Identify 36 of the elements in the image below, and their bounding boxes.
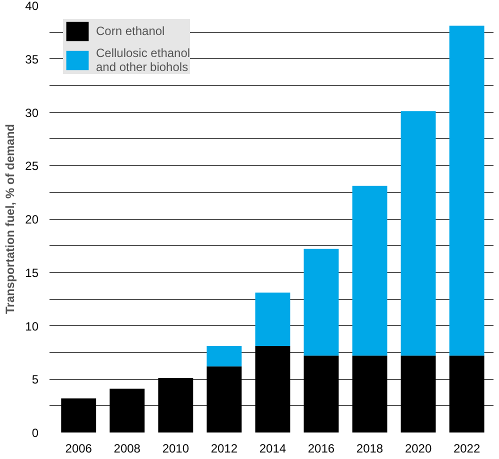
bar xyxy=(352,186,388,356)
bar xyxy=(110,388,145,432)
legend-label: Corn ethanol xyxy=(96,24,165,38)
bar xyxy=(206,366,242,432)
x-tick-label: 2018 xyxy=(356,442,384,456)
y-tick-label: 30 xyxy=(25,106,39,120)
bar xyxy=(304,356,339,432)
y-tick-label: 35 xyxy=(25,52,39,66)
y-tick-label: 20 xyxy=(25,212,39,226)
y-axis-title: Transportation fuel, % of demand xyxy=(3,124,18,314)
bar xyxy=(449,26,484,356)
x-tick-label: 2020 xyxy=(404,442,432,456)
bar xyxy=(255,292,290,346)
x-tick-label: 2006 xyxy=(65,442,92,456)
y-tick-label: 15 xyxy=(25,266,39,280)
x-tick-label: 2016 xyxy=(308,442,335,456)
bar xyxy=(255,346,290,432)
x-tick-label: 2010 xyxy=(162,442,190,456)
x-tick-label: 2022 xyxy=(453,442,480,456)
bar xyxy=(400,111,436,356)
y-tick-label: 10 xyxy=(25,319,39,334)
x-tick-label: 2008 xyxy=(114,442,141,456)
y-tick-label: 40 xyxy=(25,0,39,13)
x-tick-label: 2014 xyxy=(259,442,286,456)
legend-label: Cellulosic ethanol and other biohols xyxy=(96,46,190,74)
bar xyxy=(206,346,242,366)
y-tick-label: 5 xyxy=(32,372,39,387)
bar xyxy=(352,356,388,432)
bar xyxy=(449,356,484,432)
bar xyxy=(61,398,96,432)
bar xyxy=(158,378,194,432)
y-tick-label: 25 xyxy=(25,159,39,174)
bar xyxy=(400,356,436,432)
x-tick-label: 2012 xyxy=(210,442,238,456)
y-tick-label: 0 xyxy=(32,426,39,440)
bar xyxy=(304,248,339,356)
